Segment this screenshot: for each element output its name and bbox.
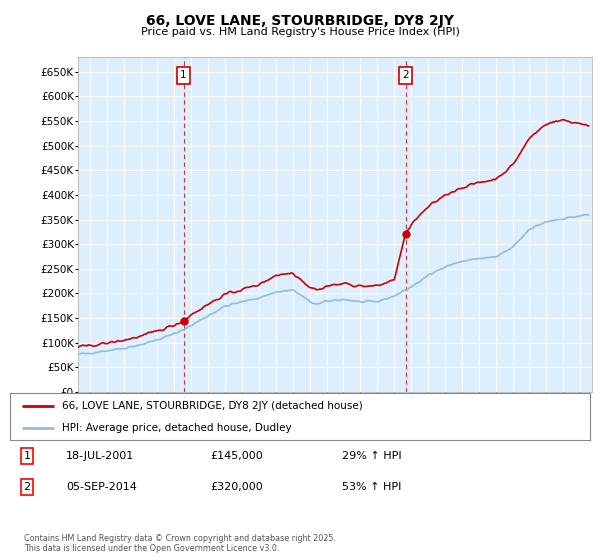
Text: 1: 1 <box>180 71 187 81</box>
Text: £145,000: £145,000 <box>210 451 263 461</box>
Text: 2: 2 <box>402 71 409 81</box>
Text: £320,000: £320,000 <box>210 482 263 492</box>
Text: 18-JUL-2001: 18-JUL-2001 <box>66 451 134 461</box>
Text: 66, LOVE LANE, STOURBRIDGE, DY8 2JY (detached house): 66, LOVE LANE, STOURBRIDGE, DY8 2JY (det… <box>62 401 363 411</box>
Text: 29% ↑ HPI: 29% ↑ HPI <box>342 451 401 461</box>
Text: Price paid vs. HM Land Registry's House Price Index (HPI): Price paid vs. HM Land Registry's House … <box>140 27 460 37</box>
Text: Contains HM Land Registry data © Crown copyright and database right 2025.
This d: Contains HM Land Registry data © Crown c… <box>24 534 336 553</box>
Text: 66, LOVE LANE, STOURBRIDGE, DY8 2JY: 66, LOVE LANE, STOURBRIDGE, DY8 2JY <box>146 14 454 28</box>
Text: 1: 1 <box>23 451 31 461</box>
Text: 2: 2 <box>23 482 31 492</box>
Text: HPI: Average price, detached house, Dudley: HPI: Average price, detached house, Dudl… <box>62 423 292 433</box>
Text: 05-SEP-2014: 05-SEP-2014 <box>66 482 137 492</box>
Text: 53% ↑ HPI: 53% ↑ HPI <box>342 482 401 492</box>
